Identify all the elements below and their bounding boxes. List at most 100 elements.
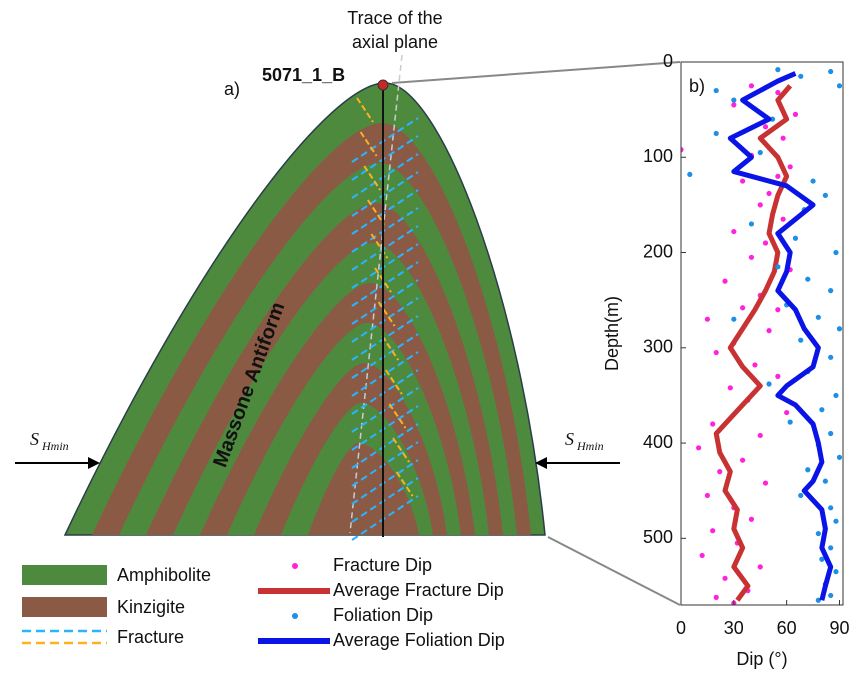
point xyxy=(749,83,754,88)
y-tick-label: 0 xyxy=(663,51,673,71)
point xyxy=(775,174,780,179)
point xyxy=(758,564,763,569)
point xyxy=(740,458,745,463)
point xyxy=(731,229,736,234)
point xyxy=(781,136,786,141)
connector xyxy=(392,62,680,83)
connector xyxy=(548,537,680,605)
point xyxy=(819,407,824,412)
point xyxy=(740,178,745,183)
point xyxy=(731,98,736,103)
legend-marker xyxy=(292,563,298,569)
point xyxy=(823,193,828,198)
y-tick-label: 300 xyxy=(643,337,673,357)
stress-subscript: Hmin xyxy=(41,439,69,453)
point xyxy=(788,419,793,424)
point xyxy=(828,545,833,550)
point xyxy=(714,131,719,136)
point xyxy=(788,164,793,169)
point xyxy=(828,431,833,436)
point xyxy=(798,74,803,79)
point xyxy=(828,505,833,510)
point xyxy=(837,326,842,331)
well-name: 5071_1_B xyxy=(262,65,345,85)
y-axis-label: Depth(m) xyxy=(602,296,622,371)
legend-swatch xyxy=(22,597,107,617)
point xyxy=(763,480,768,485)
point xyxy=(837,83,842,88)
y-tick-label: 200 xyxy=(643,241,673,261)
point xyxy=(823,479,828,484)
point xyxy=(798,338,803,343)
point xyxy=(775,374,780,379)
antiform-diagram xyxy=(65,55,545,540)
point xyxy=(758,433,763,438)
legend-marker xyxy=(292,613,298,619)
x-tick-label: 60 xyxy=(777,618,797,638)
y-tick-label: 500 xyxy=(643,527,673,547)
point xyxy=(696,445,701,450)
point xyxy=(714,88,719,93)
point xyxy=(833,569,838,574)
point xyxy=(793,236,798,241)
point xyxy=(833,393,838,398)
x-tick-label: 30 xyxy=(724,618,744,638)
legend-label: Amphibolite xyxy=(117,565,211,585)
point xyxy=(763,124,768,129)
stress-subscript: Hmin xyxy=(576,439,604,453)
point xyxy=(805,467,810,472)
point xyxy=(700,553,705,558)
point xyxy=(766,381,771,386)
x-tick-label: 0 xyxy=(676,618,686,638)
point xyxy=(710,528,715,533)
point xyxy=(714,595,719,600)
point xyxy=(775,67,780,72)
point xyxy=(833,250,838,255)
stress-symbol: S xyxy=(30,429,39,449)
point xyxy=(731,317,736,322)
point xyxy=(722,576,727,581)
point xyxy=(781,217,786,222)
point xyxy=(828,69,833,74)
panel-label: b) xyxy=(689,76,705,96)
point xyxy=(805,277,810,282)
legend-label: Average Fracture Dip xyxy=(333,580,504,600)
legend-swatch xyxy=(22,565,107,585)
point xyxy=(752,362,757,367)
point xyxy=(731,102,736,107)
point xyxy=(766,328,771,333)
point xyxy=(714,350,719,355)
panel-label: a) xyxy=(224,79,240,99)
point xyxy=(810,178,815,183)
point xyxy=(705,317,710,322)
figure: Trace of the axial plane a) 5071_1_B Mas… xyxy=(0,0,860,677)
point xyxy=(828,593,833,598)
wellhead xyxy=(378,80,388,90)
legend-label: Kinzigite xyxy=(117,597,185,617)
stress-symbol: S xyxy=(565,429,574,449)
point xyxy=(717,469,722,474)
point xyxy=(798,493,803,498)
axial-label: Trace of the xyxy=(347,8,442,28)
point xyxy=(763,240,768,245)
legend-label: Average Foliation Dip xyxy=(333,630,505,650)
y-tick-label: 100 xyxy=(643,146,673,166)
point xyxy=(816,531,821,536)
point xyxy=(833,519,838,524)
point xyxy=(784,410,789,415)
point xyxy=(728,385,733,390)
legend-label: Fracture xyxy=(117,627,184,647)
legend-label: Fracture Dip xyxy=(333,555,432,575)
point xyxy=(749,517,754,522)
point xyxy=(758,150,763,155)
point xyxy=(816,315,821,320)
y-tick-label: 400 xyxy=(643,432,673,452)
x-tick-label: 90 xyxy=(829,618,849,638)
point xyxy=(758,202,763,207)
point xyxy=(687,172,692,177)
point xyxy=(793,112,798,117)
x-axis-label: Dip (°) xyxy=(736,649,787,669)
point xyxy=(710,421,715,426)
point xyxy=(766,191,771,196)
point xyxy=(775,264,780,269)
